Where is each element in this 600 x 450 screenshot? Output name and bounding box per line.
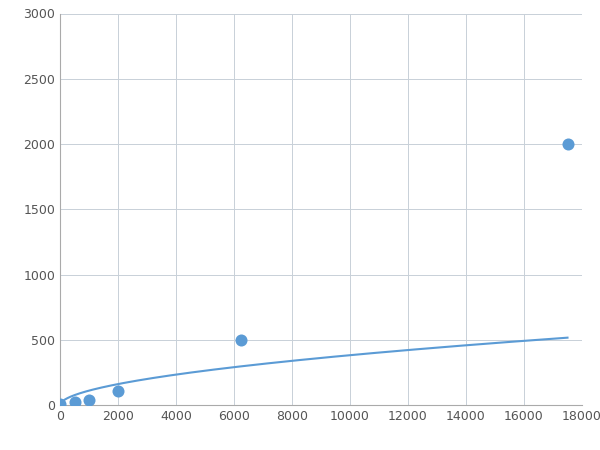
Point (70, 399, 79, 406)
Point (236, 336, 246, 343)
Point (563, 140, 572, 148)
Point (55, 401, 65, 408)
Point (84, 396, 94, 403)
Point (113, 387, 123, 394)
